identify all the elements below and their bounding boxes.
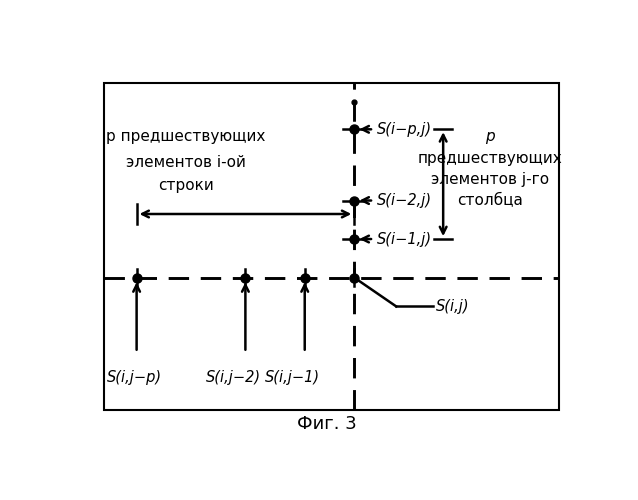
Text: S(i−p,j): S(i−p,j) — [376, 122, 431, 137]
Text: строки: строки — [158, 178, 214, 192]
Text: столбца: столбца — [457, 193, 523, 208]
Text: p предшествующих: p предшествующих — [107, 130, 266, 144]
Text: S(i−1,j): S(i−1,j) — [376, 232, 431, 246]
Text: S(i,j−p): S(i,j−p) — [107, 370, 162, 385]
Text: предшествующих: предшествующих — [418, 150, 563, 166]
Text: S(i,j−1): S(i,j−1) — [265, 370, 320, 385]
Text: S(i,j): S(i,j) — [436, 299, 470, 314]
Text: S(i,j−2): S(i,j−2) — [206, 370, 261, 385]
Text: S(i−2,j): S(i−2,j) — [376, 193, 431, 208]
Text: элементов j-го: элементов j-го — [431, 172, 549, 187]
Text: Фиг. 3: Фиг. 3 — [297, 416, 357, 434]
Text: элементов i-ой: элементов i-ой — [126, 154, 246, 170]
Bar — [105, 83, 560, 410]
Text: p: p — [486, 130, 495, 144]
